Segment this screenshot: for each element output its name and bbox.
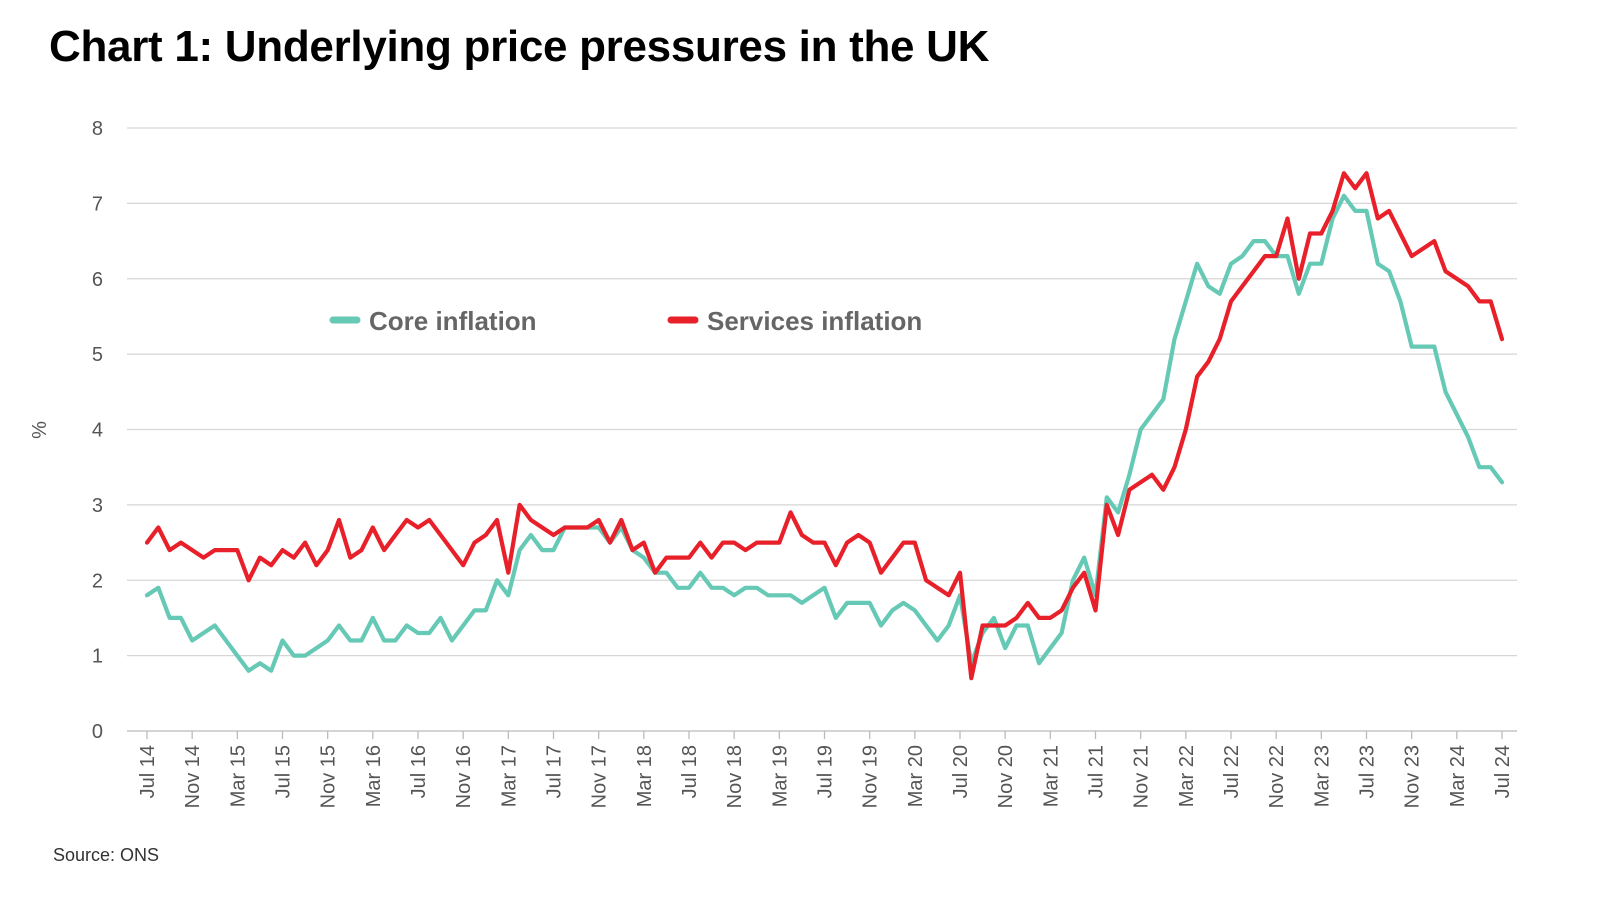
core-inflation-line: [144, 193, 1505, 673]
x-tick-label: Mar 19: [769, 745, 791, 807]
y-axis-label: %: [29, 421, 51, 439]
source-note: Source: ONS: [53, 845, 160, 865]
y-tick-label: 4: [92, 420, 103, 442]
x-tick-label: Nov 14: [182, 745, 204, 808]
x-tick-label: Mar 18: [634, 745, 656, 807]
x-tick-label: Jul 22: [1221, 745, 1243, 798]
x-tick-label: Jul 16: [408, 745, 430, 798]
y-tick-label: 6: [92, 269, 103, 291]
y-tick-label: 0: [92, 721, 103, 743]
y-tick-label: 2: [92, 570, 103, 592]
gridlines: [127, 127, 1517, 732]
y-tick-label: 3: [92, 495, 103, 517]
x-tick-label: Jul 14: [137, 745, 159, 798]
chart-title: Chart 1: Underlying price pressures in t…: [49, 22, 990, 71]
x-tick-label: Nov 20: [995, 745, 1017, 808]
x-tick-label: Nov 21: [1131, 745, 1153, 808]
x-axis-ticks: Jul 14 Nov 14 Mar 15 Jul 15 Nov 15 Mar 16 Jul …: [137, 731, 1514, 808]
x-tick-label: Mar 23: [1311, 745, 1333, 807]
x-tick-label: Nov 15: [318, 745, 340, 808]
services-inflation-line: [144, 171, 1505, 681]
legend-label: Services inflation: [707, 306, 922, 336]
x-tick-label: Mar 17: [498, 745, 520, 807]
y-tick-label: 7: [92, 193, 103, 215]
x-tick-label: Nov 22: [1266, 745, 1288, 808]
x-tick-label: Jul 18: [679, 745, 701, 798]
x-tick-label: Mar 15: [227, 745, 249, 807]
y-tick-label: 8: [92, 118, 103, 140]
x-tick-label: Mar 20: [905, 745, 927, 807]
legend-item: Services inflation: [667, 306, 922, 336]
x-tick-label: Mar 21: [1040, 745, 1062, 807]
x-tick-label: Nov 16: [453, 745, 475, 808]
x-tick-label: Mar 24: [1447, 745, 1469, 807]
x-tick-label: Jul 17: [544, 745, 566, 798]
x-tick-label: Nov 19: [860, 745, 882, 808]
legend-label: Core inflation: [369, 306, 537, 336]
y-axis-ticks: 0 1 2 3 4 5 6 7 8: [92, 118, 103, 743]
x-tick-label: Jul 24: [1492, 745, 1514, 798]
legend-item: Core inflation: [329, 306, 537, 336]
x-tick-label: Jul 19: [815, 745, 837, 798]
x-tick-label: Jul 23: [1357, 745, 1379, 798]
x-tick-label: Nov 23: [1402, 745, 1424, 808]
x-tick-label: Jul 21: [1086, 745, 1108, 798]
x-tick-label: Nov 18: [724, 745, 746, 808]
x-tick-label: Jul 15: [273, 745, 295, 798]
legend: Core inflation Services inflation: [329, 306, 922, 336]
series-lines: [144, 171, 1505, 681]
x-tick-label: Mar 22: [1176, 745, 1198, 807]
y-tick-label: 5: [92, 344, 103, 366]
y-tick-label: 1: [92, 646, 103, 668]
x-tick-label: Jul 20: [950, 745, 972, 798]
x-tick-label: Nov 17: [589, 745, 611, 808]
x-tick-label: Mar 16: [363, 745, 385, 807]
